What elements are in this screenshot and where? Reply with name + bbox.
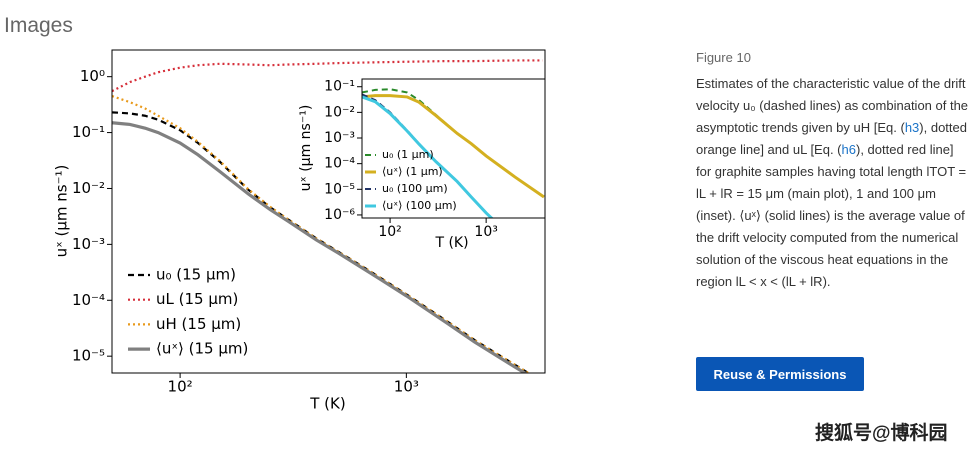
y-tick-label: 10⁻¹ <box>324 79 355 95</box>
legend-label: u₀ (15 μm) <box>156 266 236 284</box>
x-axis-label: T (K) <box>309 395 345 413</box>
page-heading: Images <box>4 14 73 37</box>
y-tick-label: 10⁻³ <box>72 235 105 253</box>
plot-lines <box>362 88 545 218</box>
legend-label: u₀ (100 μm) <box>382 182 448 195</box>
series-line <box>362 94 545 199</box>
caption-link[interactable]: h3 <box>904 120 920 135</box>
x-tick-label: 10³ <box>474 224 497 240</box>
figure-caption: Estimates of the characteristic value of… <box>696 73 972 293</box>
y-tick-label: 10⁻³ <box>324 130 355 146</box>
y-tick-label: 10⁻⁵ <box>72 347 105 365</box>
axes-frame <box>361 78 546 219</box>
caption-text: ), dotted red line] for graphite samples… <box>696 142 967 289</box>
y-tick-label: 10⁻² <box>324 104 355 120</box>
series-line <box>362 95 494 218</box>
y-tick-label: 10⁻⁴ <box>324 156 355 172</box>
x-tick-label: 10³ <box>394 378 419 396</box>
y-tick-label: 10⁻¹ <box>72 123 105 141</box>
y-tick-label: 10⁻⁵ <box>324 181 355 197</box>
x-tick-label: 10² <box>378 224 401 240</box>
caption-link[interactable]: h6 <box>841 142 856 157</box>
x-tick-label: 10² <box>168 378 193 396</box>
y-tick-label: 10⁰ <box>80 67 105 85</box>
legend-label: u₀ (1 μm) <box>382 148 434 161</box>
watermark: 搜狐号@博科园 <box>815 423 948 444</box>
figure: u₀ (15 μm) uL (15 μm) uH (15 μm) ⟨uˣ⟩ (15 μ… <box>53 49 546 413</box>
y-axis-label: uˣ (μm ns⁻¹) <box>298 105 314 192</box>
series-line <box>112 121 528 373</box>
legend-label: ⟨uˣ⟩ (15 μm) <box>156 340 248 358</box>
legend-label: ⟨uˣ⟩ (100 μm) <box>382 199 457 212</box>
plot-lines <box>112 59 543 373</box>
caption-text: ), dotted orange line] and uL [Eq. ( <box>696 120 967 157</box>
x-axis-label: T (K) <box>434 235 468 251</box>
inset-background <box>362 79 545 218</box>
series-line <box>112 59 543 93</box>
y-tick-label: 10⁻⁴ <box>72 291 105 309</box>
y-tick-label: 10⁻⁶ <box>324 207 355 223</box>
y-tick-label: 10⁻² <box>72 179 105 197</box>
reuse-button[interactable]: Reuse & Permissions <box>696 357 864 391</box>
legend-label: ⟨uˣ⟩ (1 μm) <box>382 165 443 178</box>
figure-label: Figure 10 <box>696 50 751 65</box>
legend-label: uH (15 μm) <box>156 315 241 333</box>
y-axis-label: uˣ (μm ns⁻¹) <box>53 165 71 258</box>
legend-label: uL (15 μm) <box>156 290 238 308</box>
caption-text: Estimates of the characteristic value of… <box>696 76 969 135</box>
